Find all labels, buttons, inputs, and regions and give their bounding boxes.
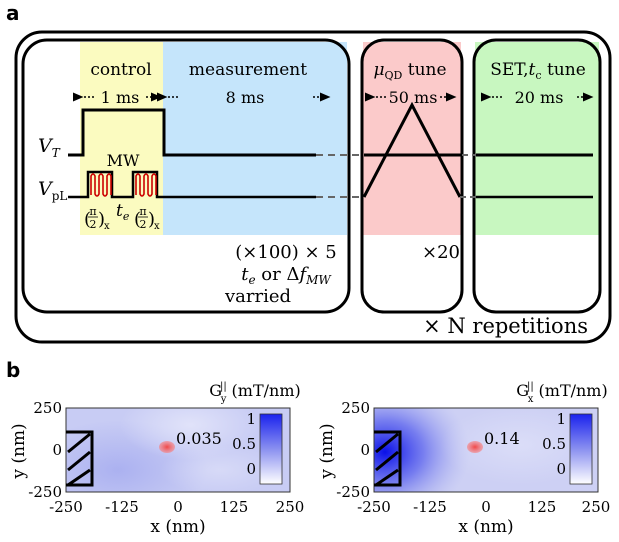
panel-label-a: a xyxy=(6,1,20,25)
left-dot-value: 0.035 xyxy=(176,429,222,448)
left-x-tick-1: -250 xyxy=(49,498,83,516)
right-map: G|| x (mT/nm) 0.14 1 0.5 0 250 0 -250 -25… xyxy=(317,381,611,537)
left-colorbar xyxy=(259,413,283,485)
repetitions-label: × N repetitions xyxy=(423,314,588,338)
right-y-tick-3: -250 xyxy=(336,483,370,501)
qd-repeat: ×20 xyxy=(422,242,460,263)
right-cbar-tick-1: 1 xyxy=(556,410,566,428)
left-x-tick-3: 0 xyxy=(173,498,183,516)
pulse-label-2-close: ) xyxy=(148,209,155,230)
wait-label: te xyxy=(116,201,130,223)
right-x-tick-1: -250 xyxy=(357,498,391,516)
right-map-title: G|| x (mT/nm) xyxy=(516,381,607,405)
mw-pulse-1 xyxy=(90,173,112,197)
right-heatmap-bright xyxy=(440,408,598,485)
left-cbar-tick-2: 0.5 xyxy=(232,435,256,453)
measurement-duration: 8 ms xyxy=(226,88,265,107)
qd-ramp xyxy=(362,101,462,198)
right-dot-value: 0.14 xyxy=(484,429,520,448)
right-x-tick-2: -125 xyxy=(413,498,447,516)
right-x-tick-5: 250 xyxy=(582,498,611,516)
measurement-vary-line2: varried xyxy=(224,286,291,307)
right-colorbar xyxy=(569,413,593,485)
mw-pulse-2 xyxy=(135,173,157,197)
right-x-tick-3: 0 xyxy=(481,498,491,516)
set-tune-title: SET,tc tune xyxy=(490,60,586,82)
left-y-tick-2: 0 xyxy=(52,441,62,459)
control-phase-bg xyxy=(80,42,163,235)
left-x-tick-4: 125 xyxy=(220,498,249,516)
control-duration: 1 ms xyxy=(101,88,140,107)
left-gate-structure xyxy=(66,430,94,487)
left-map-title: G|| y (mT/nm) xyxy=(209,381,300,405)
left-cbar-tick-3: 0 xyxy=(246,460,256,478)
pulse-label-2-den: 2 xyxy=(140,218,147,231)
right-y-label: y (nm) xyxy=(317,423,337,479)
left-x-label: x (nm) xyxy=(150,517,205,537)
pulse-label-1-den: 2 xyxy=(90,218,97,231)
right-x-label: x (nm) xyxy=(458,517,513,537)
left-cbar-tick-1: 1 xyxy=(246,410,256,428)
outer-frame xyxy=(14,30,612,344)
mw-label: MW xyxy=(107,151,140,170)
pulse-label-1-sub: x xyxy=(104,221,110,232)
pulse-label-1-num: π xyxy=(89,205,96,218)
set-duration: 20 ms xyxy=(515,88,564,107)
control-measurement-frame xyxy=(21,38,351,314)
right-dot-position xyxy=(467,441,483,453)
pulse-label-2-open: ( xyxy=(134,209,141,230)
left-x-tick-2: -125 xyxy=(105,498,139,516)
set-tune-frame xyxy=(472,38,602,314)
measurement-repeat: (×100) × 5 xyxy=(235,242,336,263)
left-dot-position xyxy=(159,441,175,453)
qd-duration: 50 ms xyxy=(389,88,438,107)
right-gate-structure xyxy=(374,430,402,487)
right-cbar-tick-3: 0 xyxy=(556,460,566,478)
measurement-phase-bg xyxy=(163,42,347,235)
pulse-label-1-close: ) xyxy=(98,209,105,230)
pulse-label-1-open: ( xyxy=(84,209,91,230)
pulse-label-1: π 2 ( ) x xyxy=(84,205,110,232)
measurement-title: measurement xyxy=(189,60,307,80)
vt-label: VT xyxy=(38,135,61,160)
vpl-label: VpL xyxy=(38,178,67,203)
qd-tune-frame xyxy=(360,38,464,314)
pulse-label-2-sub: x xyxy=(154,221,160,232)
right-x-tick-4: 125 xyxy=(528,498,557,516)
left-y-label: y (nm) xyxy=(9,423,29,479)
measurement-vary-line1: te or ΔfMW xyxy=(241,264,332,287)
right-y-tick-2: 0 xyxy=(360,441,370,459)
panel-label-b: b xyxy=(6,358,20,382)
set-tune-phase-bg xyxy=(475,42,599,235)
vt-waveform xyxy=(68,108,316,157)
right-y-tick-1: 250 xyxy=(341,399,370,417)
right-cbar-tick-2: 0.5 xyxy=(542,435,566,453)
left-y-tick-1: 250 xyxy=(33,399,62,417)
left-x-tick-5: 250 xyxy=(276,498,305,516)
left-heatmap-bright-2 xyxy=(160,445,280,492)
left-y-tick-3: -250 xyxy=(28,483,62,501)
qd-tune-phase-bg xyxy=(363,42,461,235)
right-map-frame xyxy=(373,407,599,493)
pulse-label-2: π 2 ( ) x xyxy=(134,205,160,232)
control-title: control xyxy=(90,60,151,80)
left-map: G|| y (mT/nm) 0.035 1 0.5 0 250 0 -250 -2… xyxy=(9,381,304,537)
pulse-label-2-num: π xyxy=(139,205,146,218)
qd-tune-title: μQD tune xyxy=(373,60,446,82)
vpl-waveform xyxy=(68,170,316,199)
left-map-frame xyxy=(65,407,291,493)
